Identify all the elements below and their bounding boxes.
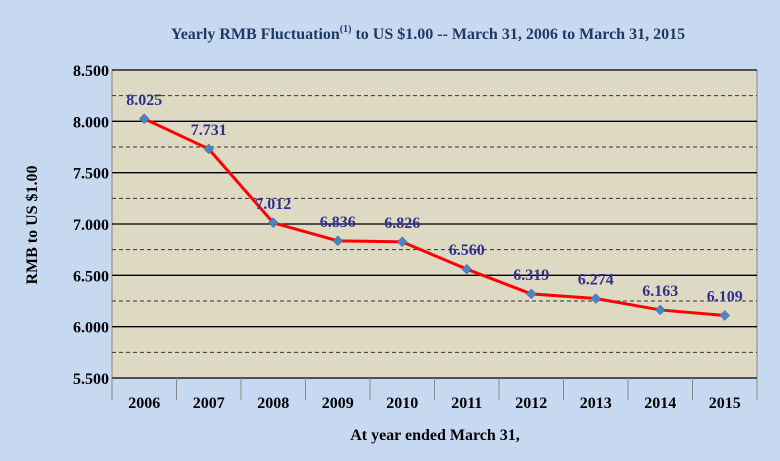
x-tick-labels: 2006 2007 2008 2009 2010 2011 2012 2013 2014 2015 — [128, 395, 741, 412]
data-label: 6.836 — [320, 214, 356, 231]
chart-title-superscript: (1) — [340, 24, 352, 35]
data-point-marker — [396, 236, 408, 248]
data-label: 7.012 — [255, 196, 291, 213]
data-point-marker — [332, 235, 344, 247]
x-tick-label: 2012 — [515, 395, 547, 412]
x-tick-marks — [111, 378, 758, 400]
x-tick-label: 2010 — [386, 395, 418, 412]
y-tick-label: 6.500 — [73, 268, 109, 285]
data-point-marker — [203, 143, 215, 155]
y-tick-label: 6.000 — [73, 320, 109, 337]
data-label: 6.274 — [578, 272, 614, 289]
data-labels-layer: 8.025 7.731 7.012 6.836 6.826 6.560 6.319 6.274… — [126, 92, 743, 306]
x-axis-title: At year ended March 31, — [350, 427, 520, 444]
data-label: 6.826 — [384, 215, 420, 232]
x-tick-label: 2009 — [322, 395, 354, 412]
x-tick-label: 2007 — [193, 395, 225, 412]
chart-title-main: Yearly RMB Fluctuation — [171, 26, 340, 43]
x-tick-label: 2015 — [709, 395, 741, 412]
data-point-marker — [719, 310, 731, 321]
data-point-marker — [461, 263, 473, 275]
markers-layer — [138, 113, 731, 321]
x-tick-label: 2006 — [128, 395, 160, 412]
data-label: 6.319 — [513, 267, 549, 284]
x-tick-label: 2013 — [580, 395, 612, 412]
series-layer — [143, 117, 725, 317]
data-label: 6.109 — [707, 288, 743, 305]
chart-title-rest: to US $1.00 -- March 31, 2006 to March 3… — [351, 26, 685, 43]
y-tick-label: 8.500 — [73, 63, 109, 80]
y-tick-label: 7.500 — [73, 166, 109, 183]
data-label: 6.560 — [449, 242, 485, 259]
data-point-marker — [267, 217, 279, 229]
y-axis-title: RMB to US $1.00 — [24, 165, 41, 284]
data-label: 8.025 — [126, 92, 162, 109]
y-tick-label: 7.000 — [73, 217, 109, 234]
chart-title: Yearly RMB Fluctuation(1) to US $1.00 --… — [171, 24, 685, 43]
data-label: 7.731 — [191, 122, 227, 139]
x-tick-label: 2011 — [451, 395, 482, 412]
data-label: 6.163 — [642, 283, 678, 300]
data-point-marker — [654, 304, 666, 316]
data-point-marker — [138, 113, 150, 125]
y-tick-label: 5.500 — [73, 371, 109, 388]
x-tick-label: 2008 — [257, 395, 289, 412]
series-line — [143, 117, 725, 317]
y-tick-labels: 5.500 6.000 6.500 7.000 7.500 8.000 8.500 — [73, 63, 109, 388]
data-point-marker — [590, 293, 602, 304]
y-tick-label: 8.000 — [73, 114, 109, 131]
data-point-marker — [525, 288, 537, 300]
x-tick-label: 2014 — [644, 395, 676, 412]
grid-layer — [112, 69, 757, 379]
